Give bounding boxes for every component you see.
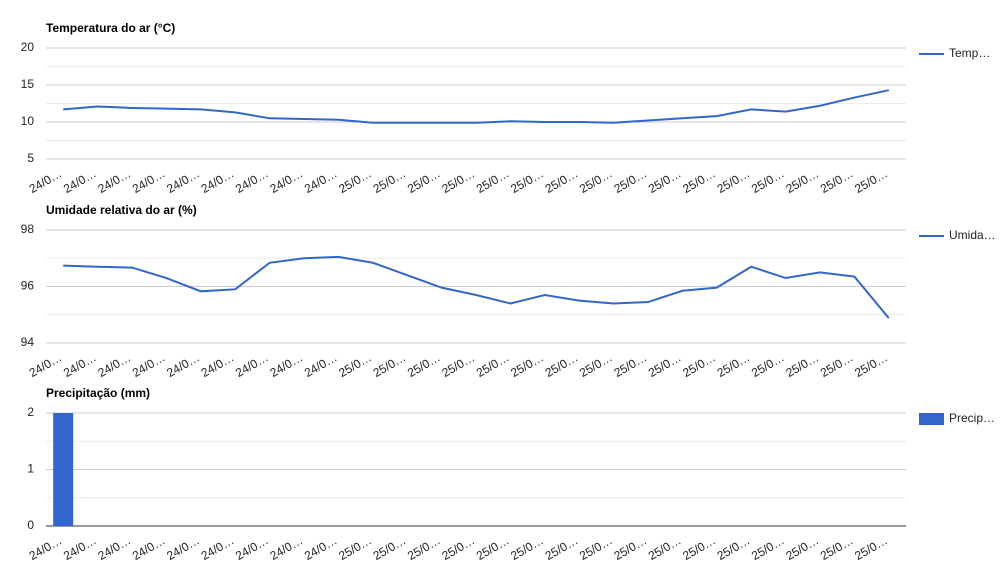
y-tick-label: 2 bbox=[27, 405, 34, 419]
x-tick-label: 25/0… bbox=[405, 166, 443, 196]
x-tick-label: 25/0… bbox=[577, 166, 615, 196]
x-tick-label: 25/0… bbox=[508, 350, 546, 380]
x-tick-label: 25/0… bbox=[749, 166, 787, 196]
x-tick-label: 25/0… bbox=[749, 533, 787, 563]
x-tick-label: 24/0… bbox=[61, 350, 99, 380]
x-tick-label: 24/0… bbox=[164, 166, 202, 196]
x-tick-label: 24/0… bbox=[302, 166, 340, 196]
x-tick-label: 25/0… bbox=[680, 166, 718, 196]
x-tick-label: 24/0… bbox=[233, 166, 271, 196]
data-line bbox=[63, 255, 890, 319]
y-tick-label: 0 bbox=[27, 518, 34, 532]
x-tick-label: 25/0… bbox=[543, 533, 581, 563]
y-tick-label: 98 bbox=[21, 222, 35, 236]
bar bbox=[53, 413, 74, 526]
x-tick-label: 25/0… bbox=[543, 166, 581, 196]
chart-title: Precipitação (mm) bbox=[46, 386, 150, 400]
y-tick-label: 15 bbox=[21, 77, 35, 91]
x-tick-label: 25/0… bbox=[852, 350, 890, 380]
x-tick-label: 25/0… bbox=[611, 533, 649, 563]
x-tick-label: 25/0… bbox=[783, 533, 821, 563]
x-tick-label: 25/0… bbox=[715, 350, 753, 380]
x-tick-label: 24/0… bbox=[302, 350, 340, 380]
x-tick-label: 24/0… bbox=[61, 533, 99, 563]
x-tick-label: 24/0… bbox=[130, 533, 168, 563]
legend-swatch bbox=[919, 413, 944, 425]
legend-label: Temp… bbox=[949, 46, 990, 60]
x-tick-label: 25/0… bbox=[508, 166, 546, 196]
x-tick-label: 25/0… bbox=[783, 166, 821, 196]
x-tick-label: 25/0… bbox=[715, 533, 753, 563]
x-tick-label: 25/0… bbox=[783, 350, 821, 380]
x-tick-label: 25/0… bbox=[611, 166, 649, 196]
x-tick-label: 25/0… bbox=[336, 350, 374, 380]
x-tick-label: 24/0… bbox=[130, 350, 168, 380]
x-tick-label: 25/0… bbox=[646, 533, 684, 563]
chart-title: Temperatura do ar (°C) bbox=[46, 21, 175, 35]
x-tick-label: 25/0… bbox=[818, 350, 856, 380]
x-tick-label: 25/0… bbox=[336, 533, 374, 563]
x-tick-label: 24/0… bbox=[302, 533, 340, 563]
x-tick-label: 24/0… bbox=[267, 166, 305, 196]
x-tick-label: 24/0… bbox=[95, 166, 133, 196]
y-tick-label: 96 bbox=[21, 279, 35, 293]
x-tick-label: 25/0… bbox=[336, 166, 374, 196]
x-tick-label: 25/0… bbox=[439, 166, 477, 196]
y-tick-label: 10 bbox=[21, 114, 35, 128]
x-tick-label: 24/0… bbox=[27, 533, 65, 563]
x-tick-label: 25/0… bbox=[371, 350, 409, 380]
x-tick-label: 25/0… bbox=[371, 166, 409, 196]
x-tick-label: 24/0… bbox=[199, 533, 237, 563]
x-tick-label: 24/0… bbox=[61, 166, 99, 196]
x-tick-label: 24/0… bbox=[95, 533, 133, 563]
x-tick-label: 25/0… bbox=[474, 533, 512, 563]
x-tick-label: 25/0… bbox=[715, 166, 753, 196]
x-tick-label: 24/0… bbox=[267, 350, 305, 380]
y-tick-label: 5 bbox=[27, 151, 34, 165]
x-tick-label: 25/0… bbox=[439, 533, 477, 563]
x-tick-label: 25/0… bbox=[474, 166, 512, 196]
x-tick-label: 25/0… bbox=[439, 350, 477, 380]
y-tick-label: 94 bbox=[21, 335, 35, 349]
x-tick-label: 25/0… bbox=[577, 533, 615, 563]
x-tick-label: 24/0… bbox=[164, 350, 202, 380]
x-tick-label: 24/0… bbox=[233, 533, 271, 563]
x-tick-label: 25/0… bbox=[646, 350, 684, 380]
x-tick-label: 25/0… bbox=[818, 166, 856, 196]
x-tick-label: 24/0… bbox=[27, 350, 65, 380]
x-tick-label: 25/0… bbox=[508, 533, 546, 563]
y-tick-label: 1 bbox=[27, 462, 34, 476]
x-tick-label: 24/0… bbox=[27, 166, 65, 196]
legend-label: Precip… bbox=[949, 411, 995, 425]
x-tick-label: 24/0… bbox=[199, 166, 237, 196]
x-tick-label: 25/0… bbox=[405, 350, 443, 380]
legend-label: Umida… bbox=[949, 228, 996, 242]
x-tick-label: 25/0… bbox=[577, 350, 615, 380]
x-tick-label: 25/0… bbox=[371, 533, 409, 563]
data-line bbox=[63, 89, 890, 124]
x-tick-label: 25/0… bbox=[852, 533, 890, 563]
x-tick-label: 25/0… bbox=[680, 533, 718, 563]
x-tick-label: 25/0… bbox=[405, 533, 443, 563]
x-tick-label: 24/0… bbox=[267, 533, 305, 563]
x-tick-label: 24/0… bbox=[95, 350, 133, 380]
chart-title: Umidade relativa do ar (%) bbox=[46, 203, 197, 217]
x-tick-label: 25/0… bbox=[543, 350, 581, 380]
x-tick-label: 25/0… bbox=[852, 166, 890, 196]
x-tick-label: 25/0… bbox=[680, 350, 718, 380]
x-tick-label: 25/0… bbox=[474, 350, 512, 380]
x-tick-label: 25/0… bbox=[749, 350, 787, 380]
y-tick-label: 20 bbox=[21, 40, 35, 54]
x-tick-label: 25/0… bbox=[646, 166, 684, 196]
x-tick-label: 24/0… bbox=[130, 166, 168, 196]
x-tick-label: 24/0… bbox=[164, 533, 202, 563]
x-tick-label: 24/0… bbox=[233, 350, 271, 380]
x-tick-label: 25/0… bbox=[818, 533, 856, 563]
x-tick-label: 24/0… bbox=[199, 350, 237, 380]
x-tick-label: 25/0… bbox=[611, 350, 649, 380]
